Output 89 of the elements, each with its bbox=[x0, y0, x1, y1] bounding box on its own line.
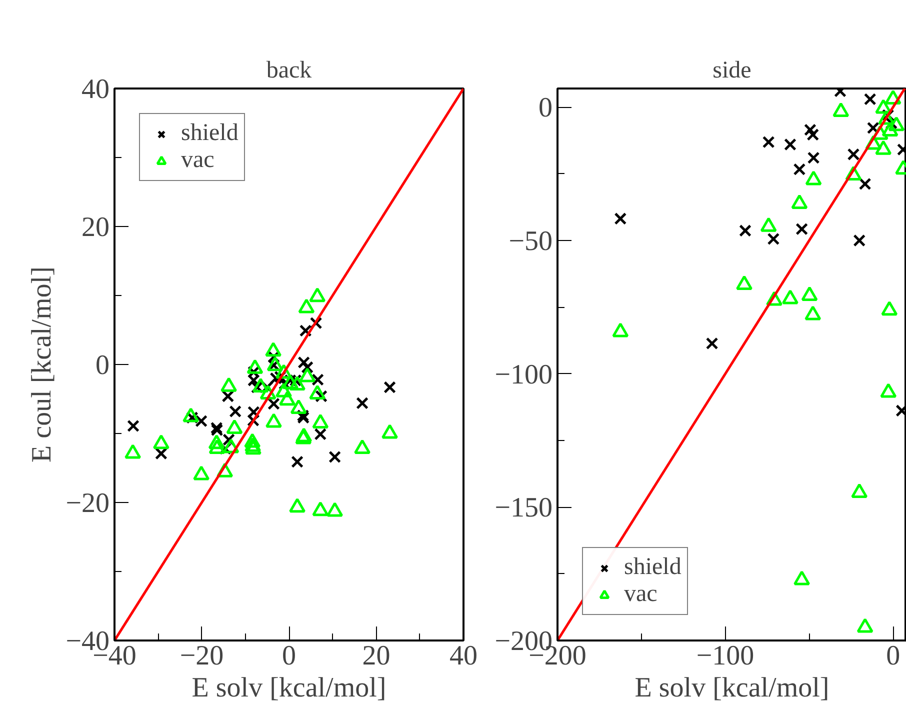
y-tick-label: 40 bbox=[82, 74, 110, 105]
point bbox=[279, 391, 296, 406]
point bbox=[244, 433, 261, 448]
point bbox=[312, 414, 329, 428]
point bbox=[247, 374, 260, 387]
point bbox=[807, 152, 820, 164]
y-tick-label: 0 bbox=[538, 92, 552, 124]
point bbox=[298, 356, 310, 369]
point bbox=[229, 405, 242, 418]
point bbox=[354, 439, 371, 454]
point bbox=[784, 138, 796, 151]
point bbox=[791, 194, 808, 209]
x-tick-label: 40 bbox=[450, 640, 478, 672]
x-tick-label: 0 bbox=[282, 640, 296, 672]
point bbox=[881, 301, 898, 316]
point bbox=[266, 356, 284, 372]
point bbox=[866, 122, 880, 134]
point bbox=[794, 570, 810, 586]
point bbox=[614, 212, 627, 225]
point bbox=[382, 424, 398, 439]
point bbox=[226, 419, 243, 434]
point bbox=[276, 382, 292, 398]
point bbox=[244, 440, 262, 455]
point bbox=[208, 439, 226, 454]
point bbox=[804, 306, 822, 320]
point bbox=[739, 224, 752, 237]
point bbox=[858, 178, 872, 190]
point bbox=[853, 234, 866, 247]
point bbox=[856, 618, 874, 633]
point bbox=[767, 232, 780, 246]
point bbox=[736, 275, 752, 290]
point bbox=[875, 140, 892, 155]
point bbox=[326, 502, 344, 517]
x-axis-title: E solv [kcal/mol] bbox=[192, 672, 386, 704]
point bbox=[208, 434, 225, 450]
legend-label: vac bbox=[624, 581, 658, 608]
legend-label: shield bbox=[624, 554, 682, 581]
legend-label: vac bbox=[181, 147, 214, 174]
point bbox=[299, 324, 312, 337]
point bbox=[152, 434, 170, 450]
point bbox=[299, 368, 316, 382]
point bbox=[847, 148, 860, 161]
point bbox=[805, 170, 822, 186]
point bbox=[706, 337, 718, 350]
x-tick-label: −20 bbox=[180, 640, 224, 672]
point bbox=[312, 373, 324, 386]
point bbox=[193, 466, 210, 480]
chart-title: back bbox=[266, 58, 312, 84]
point bbox=[806, 128, 820, 141]
point bbox=[309, 384, 326, 400]
point bbox=[301, 361, 314, 374]
point bbox=[356, 396, 368, 410]
point bbox=[384, 381, 396, 394]
y-tick-label: 0 bbox=[96, 350, 110, 381]
point bbox=[312, 501, 329, 516]
point bbox=[265, 413, 282, 428]
y-tick-label: −100 bbox=[494, 359, 553, 390]
point bbox=[314, 428, 327, 440]
point bbox=[290, 399, 307, 414]
x-tick-label: 0 bbox=[886, 640, 900, 672]
point bbox=[220, 377, 238, 392]
point bbox=[793, 163, 806, 176]
point bbox=[762, 136, 775, 148]
y-tick-label: −50 bbox=[508, 226, 553, 257]
point bbox=[864, 92, 876, 106]
point bbox=[289, 498, 306, 513]
x-tick-label: −100 bbox=[696, 640, 754, 672]
x-axis-title: E solv [kcal/mol] bbox=[634, 672, 830, 704]
y-tick-label: −20 bbox=[66, 488, 110, 519]
point bbox=[127, 420, 140, 432]
point bbox=[760, 217, 777, 232]
x-tick-label: 20 bbox=[362, 640, 390, 672]
point bbox=[612, 322, 629, 338]
y-tick-label: 20 bbox=[82, 212, 110, 243]
point bbox=[851, 483, 868, 498]
point bbox=[804, 124, 816, 136]
point bbox=[801, 286, 818, 301]
chart-title: side bbox=[712, 58, 752, 84]
point bbox=[244, 437, 262, 452]
y-tick-label: −150 bbox=[494, 492, 553, 524]
point bbox=[124, 444, 142, 459]
point bbox=[880, 383, 897, 398]
point bbox=[796, 222, 808, 236]
point bbox=[832, 102, 850, 117]
legend-label: shield bbox=[181, 120, 238, 147]
y-axis-title: E coul [kcal/mol] bbox=[26, 266, 58, 462]
point bbox=[782, 290, 798, 304]
point bbox=[247, 406, 260, 418]
point bbox=[888, 116, 905, 132]
